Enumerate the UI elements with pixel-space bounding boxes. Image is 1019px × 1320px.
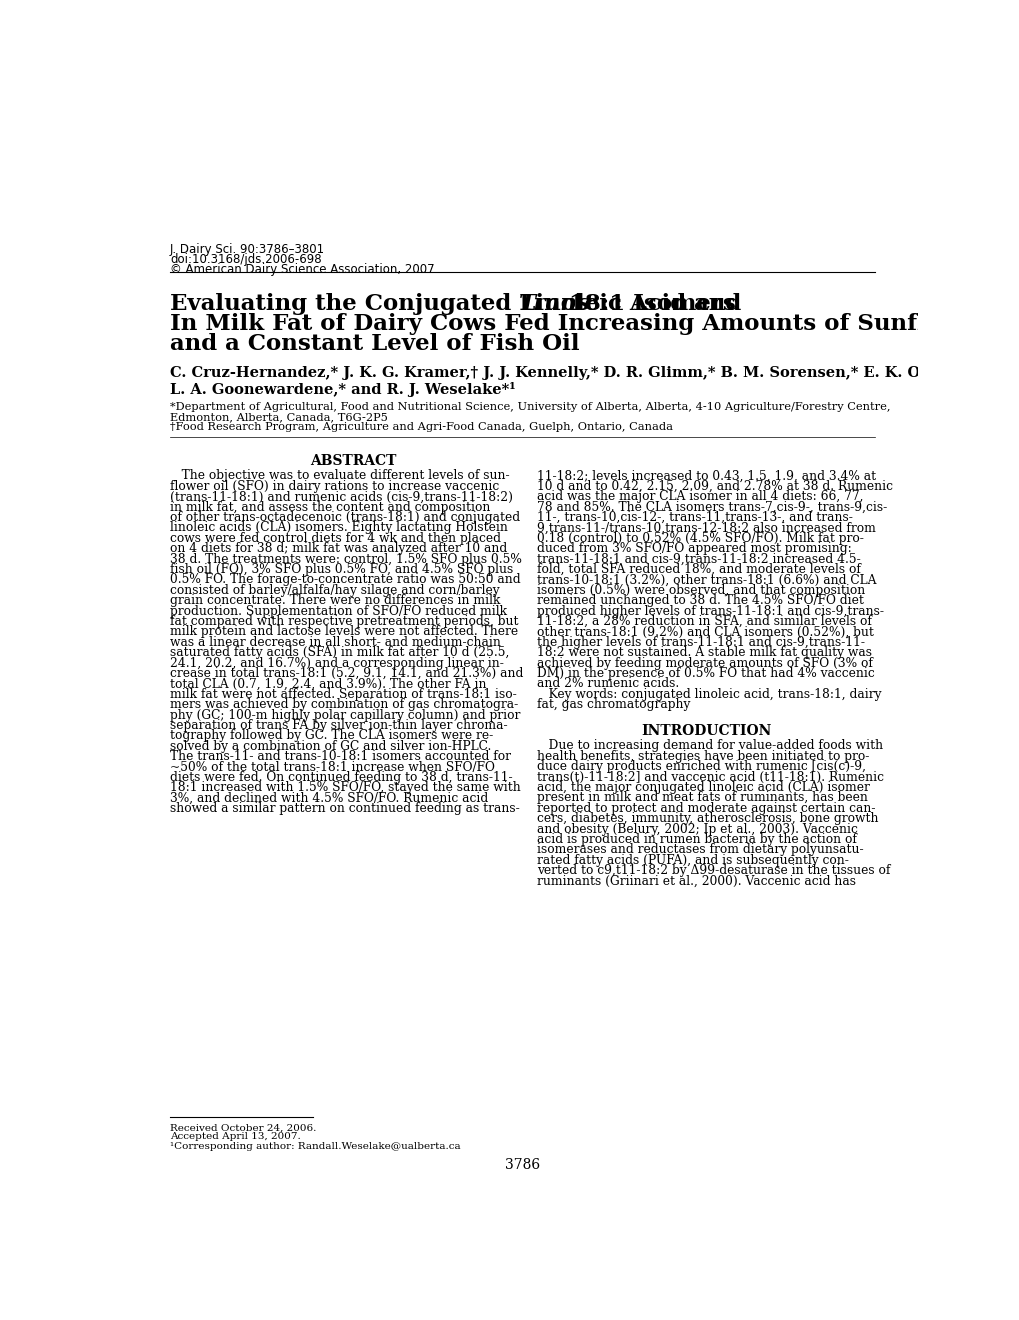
Text: INTRODUCTION: INTRODUCTION — [640, 723, 770, 738]
Text: 18:1 increased with 1.5% SFO/FO, stayed the same with: 18:1 increased with 1.5% SFO/FO, stayed … — [170, 781, 521, 795]
Text: 10 d and to 0.42, 2.15, 2.09, and 2.78% at 38 d. Rumenic: 10 d and to 0.42, 2.15, 2.09, and 2.78% … — [536, 480, 892, 492]
Text: ¹Corresponding author: Randall.Weselake@ualberta.ca: ¹Corresponding author: Randall.Weselake@… — [170, 1142, 461, 1151]
Text: 11-18:2, a 28% reduction in SFA, and similar levels of: 11-18:2, a 28% reduction in SFA, and sim… — [536, 615, 870, 628]
Text: C. Cruz-Hernandez,* J. K. G. Kramer,† J. J. Kennelly,* D. R. Glimm,* B. M. Soren: C. Cruz-Hernandez,* J. K. G. Kramer,† J.… — [170, 367, 968, 380]
Text: duce dairy products enriched with rumenic [cis(c)-9,: duce dairy products enriched with rumeni… — [536, 760, 865, 774]
Text: in milk fat, and assess the content and composition: in milk fat, and assess the content and … — [170, 500, 490, 513]
Text: In Milk Fat of Dairy Cows Fed Increasing Amounts of Sunflower Oil: In Milk Fat of Dairy Cows Fed Increasing… — [170, 313, 1019, 335]
Text: Accepted April 13, 2007.: Accepted April 13, 2007. — [170, 1133, 301, 1142]
Text: *Department of Agricultural, Food and Nutritional Science, University of Alberta: *Department of Agricultural, Food and Nu… — [170, 401, 890, 412]
Text: L. A. Goonewardene,* and R. J. Weselake*¹: L. A. Goonewardene,* and R. J. Weselake*… — [170, 381, 516, 397]
Text: of other trans-octadecenoic (trans-18:1) and conjugated: of other trans-octadecenoic (trans-18:1)… — [170, 511, 520, 524]
Text: flower oil (SFO) in dairy rations to increase vaccenic: flower oil (SFO) in dairy rations to inc… — [170, 480, 499, 492]
Text: isomers (0.5%) were observed, and that composition: isomers (0.5%) were observed, and that c… — [536, 583, 864, 597]
Text: separation of trans FA by silver ion-thin layer chroma-: separation of trans FA by silver ion-thi… — [170, 719, 507, 733]
Text: 11-18:2; levels increased to 0.43, 1.5, 1.9, and 3.4% at: 11-18:2; levels increased to 0.43, 1.5, … — [536, 470, 875, 483]
Text: 18:2 were not sustained. A stable milk fat quality was: 18:2 were not sustained. A stable milk f… — [536, 647, 871, 659]
Text: 11-, trans-10,cis-12-, trans-11,trans-13-, and trans-: 11-, trans-10,cis-12-, trans-11,trans-13… — [536, 511, 852, 524]
Text: J. Dairy Sci. 90:3786–3801: J. Dairy Sci. 90:3786–3801 — [170, 243, 325, 256]
Text: fat compared with respective pretreatment periods, but: fat compared with respective pretreatmen… — [170, 615, 518, 628]
Text: trans-10-18:1 (3.2%), other trans-18:1 (6.6%) and CLA: trans-10-18:1 (3.2%), other trans-18:1 (… — [536, 573, 875, 586]
Text: fish oil (FO), 3% SFO plus 0.5% FO, and 4.5% SFO plus: fish oil (FO), 3% SFO plus 0.5% FO, and … — [170, 564, 513, 576]
Text: health benefits, strategies have been initiated to pro-: health benefits, strategies have been in… — [536, 750, 868, 763]
Text: total CLA (0.7, 1.9, 2.4, and 3.9%). The other FA in: total CLA (0.7, 1.9, 2.4, and 3.9%). The… — [170, 677, 486, 690]
Text: †Food Research Program, Agriculture and Agri-Food Canada, Guelph, Ontario, Canad: †Food Research Program, Agriculture and … — [170, 422, 673, 432]
Text: on 4 diets for 38 d; milk fat was analyzed after 10 and: on 4 diets for 38 d; milk fat was analyz… — [170, 543, 506, 556]
Text: milk protein and lactose levels were not affected. There: milk protein and lactose levels were not… — [170, 626, 518, 639]
Text: Evaluating the Conjugated Linoleic Acid and: Evaluating the Conjugated Linoleic Acid … — [170, 293, 749, 315]
Text: 18:1 Isomers: 18:1 Isomers — [560, 293, 735, 315]
Text: 0.5% FO. The forage-to-concentrate ratio was 50:50 and: 0.5% FO. The forage-to-concentrate ratio… — [170, 573, 521, 586]
Text: was a linear decrease in all short- and medium-chain: was a linear decrease in all short- and … — [170, 636, 500, 649]
Text: crease in total trans-18:1 (5.2, 9.1, 14.1, and 21.3%) and: crease in total trans-18:1 (5.2, 9.1, 14… — [170, 667, 523, 680]
Text: 0.18 (control) to 0.52% (4.5% SFO/FO). Milk fat pro-: 0.18 (control) to 0.52% (4.5% SFO/FO). M… — [536, 532, 863, 545]
Text: Trans: Trans — [519, 293, 590, 315]
Text: linoleic acids (CLA) isomers. Eighty lactating Holstein: linoleic acids (CLA) isomers. Eighty lac… — [170, 521, 507, 535]
Text: showed a similar pattern on continued feeding as trans-: showed a similar pattern on continued fe… — [170, 803, 520, 816]
Text: diets were fed. On continued feeding to 38 d, trans-11-: diets were fed. On continued feeding to … — [170, 771, 513, 784]
Text: cers, diabetes, immunity, atherosclerosis, bone growth: cers, diabetes, immunity, atherosclerosi… — [536, 812, 877, 825]
Text: ABSTRACT: ABSTRACT — [310, 454, 396, 469]
Text: acid, the major conjugated linoleic acid (CLA) isomer: acid, the major conjugated linoleic acid… — [536, 781, 869, 793]
Text: rated fatty acids (PUFA), and is subsequently con-: rated fatty acids (PUFA), and is subsequ… — [536, 854, 848, 867]
Text: DM) in the presence of 0.5% FO that had 4% vaccenic: DM) in the presence of 0.5% FO that had … — [536, 667, 873, 680]
Text: remained unchanged to 38 d. The 4.5% SFO/FO diet: remained unchanged to 38 d. The 4.5% SFO… — [536, 594, 863, 607]
Text: isomerases and reductases from dietary polyunsatu-: isomerases and reductases from dietary p… — [536, 843, 862, 857]
Text: solved by a combination of GC and silver ion-HPLC.: solved by a combination of GC and silver… — [170, 739, 491, 752]
Text: achieved by feeding moderate amounts of SFO (3% of: achieved by feeding moderate amounts of … — [536, 656, 871, 669]
Text: and a Constant Level of Fish Oil: and a Constant Level of Fish Oil — [170, 333, 579, 355]
Text: milk fat were not affected. Separation of trans-18:1 iso-: milk fat were not affected. Separation o… — [170, 688, 517, 701]
Text: The trans-11- and trans-10-18:1 isomers accounted for: The trans-11- and trans-10-18:1 isomers … — [170, 750, 511, 763]
Text: 3%, and declined with 4.5% SFO/FO. Rumenic acid: 3%, and declined with 4.5% SFO/FO. Rumen… — [170, 792, 488, 805]
Text: Due to increasing demand for value-added foods with: Due to increasing demand for value-added… — [536, 739, 882, 752]
Text: 38 d. The treatments were: control, 1.5% SFO plus 0.5%: 38 d. The treatments were: control, 1.5%… — [170, 553, 522, 566]
Text: phy (GC; 100-m highly polar capillary column) and prior: phy (GC; 100-m highly polar capillary co… — [170, 709, 520, 722]
Text: 78 and 85%. The CLA isomers trans-7,cis-9-, trans-9,cis-: 78 and 85%. The CLA isomers trans-7,cis-… — [536, 500, 887, 513]
Text: The objective was to evaluate different levels of sun-: The objective was to evaluate different … — [170, 470, 509, 483]
Text: Received October 24, 2006.: Received October 24, 2006. — [170, 1123, 316, 1133]
Text: verted to c9,t11-18:2 by Δ99-desaturase in the tissues of: verted to c9,t11-18:2 by Δ99-desaturase … — [536, 865, 890, 876]
Text: trans-11-18:1 and cis-9,trans-11-18:2 increased 4.5-: trans-11-18:1 and cis-9,trans-11-18:2 in… — [536, 553, 860, 566]
Text: produced higher levels of trans-11-18:1 and cis-9,trans-: produced higher levels of trans-11-18:1 … — [536, 605, 882, 618]
Text: grain concentrate. There were no differences in milk: grain concentrate. There were no differe… — [170, 594, 500, 607]
Text: ruminants (Griinari et al., 2000). Vaccenic acid has: ruminants (Griinari et al., 2000). Vacce… — [536, 875, 855, 887]
Text: acid was the major CLA isomer in all 4 diets: 66, 77,: acid was the major CLA isomer in all 4 d… — [536, 490, 862, 503]
Text: the higher levels of trans-11-18:1 and cis-9,trans-11-: the higher levels of trans-11-18:1 and c… — [536, 636, 864, 649]
Text: duced from 3% SFO/FO appeared most promising:: duced from 3% SFO/FO appeared most promi… — [536, 543, 851, 556]
Text: ~50% of the total trans-18:1 increase when SFO/FO: ~50% of the total trans-18:1 increase wh… — [170, 760, 494, 774]
Text: and 2% rumenic acids.: and 2% rumenic acids. — [536, 677, 679, 690]
Text: present in milk and meat fats of ruminants, has been: present in milk and meat fats of ruminan… — [536, 792, 867, 804]
Text: 9,trans-11-/trans-10,trans-12-18:2 also increased from: 9,trans-11-/trans-10,trans-12-18:2 also … — [536, 521, 874, 535]
Text: doi:10.3168/jds.2006-698: doi:10.3168/jds.2006-698 — [170, 253, 321, 267]
Text: consisted of barley/alfalfa/hay silage and corn/barley: consisted of barley/alfalfa/hay silage a… — [170, 583, 499, 597]
Text: mers was achieved by combination of gas chromatogra-: mers was achieved by combination of gas … — [170, 698, 518, 711]
Text: acid is produced in rumen bacteria by the action of: acid is produced in rumen bacteria by th… — [536, 833, 856, 846]
Text: reported to protect and moderate against certain can-: reported to protect and moderate against… — [536, 801, 874, 814]
Text: 24.1, 20.2, and 16.7%) and a corresponding linear in-: 24.1, 20.2, and 16.7%) and a correspondi… — [170, 656, 503, 669]
Text: trans(t)-11-18:2] and vaccenic acid (t11-18:1). Rumenic: trans(t)-11-18:2] and vaccenic acid (t11… — [536, 771, 882, 784]
Text: (trans-11-18:1) and rumenic acids (cis-9,trans-11-18:2): (trans-11-18:1) and rumenic acids (cis-9… — [170, 490, 513, 503]
Text: Edmonton, Alberta, Canada, T6G-2P5: Edmonton, Alberta, Canada, T6G-2P5 — [170, 412, 387, 421]
Text: and obesity (Belury, 2002; Ip et al., 2003). Vaccenic: and obesity (Belury, 2002; Ip et al., 20… — [536, 822, 857, 836]
Text: tography followed by GC. The CLA isomers were re-: tography followed by GC. The CLA isomers… — [170, 730, 493, 742]
Text: cows were fed control diets for 4 wk and then placed: cows were fed control diets for 4 wk and… — [170, 532, 500, 545]
Text: fat, gas chromatography: fat, gas chromatography — [536, 698, 690, 711]
Text: Key words: conjugated linoleic acid, trans-18:1, dairy: Key words: conjugated linoleic acid, tra… — [536, 688, 880, 701]
Text: fold, total SFA reduced 18%, and moderate levels of: fold, total SFA reduced 18%, and moderat… — [536, 564, 860, 576]
Text: other trans-18:1 (9.2%) and CLA isomers (0.52%), but: other trans-18:1 (9.2%) and CLA isomers … — [536, 626, 872, 639]
Text: production. Supplementation of SFO/FO reduced milk: production. Supplementation of SFO/FO re… — [170, 605, 506, 618]
Text: saturated fatty acids (SFA) in milk fat after 10 d (25.5,: saturated fatty acids (SFA) in milk fat … — [170, 647, 509, 659]
Text: 3786: 3786 — [504, 1158, 540, 1172]
Text: © American Dairy Science Association, 2007.: © American Dairy Science Association, 20… — [170, 263, 438, 276]
